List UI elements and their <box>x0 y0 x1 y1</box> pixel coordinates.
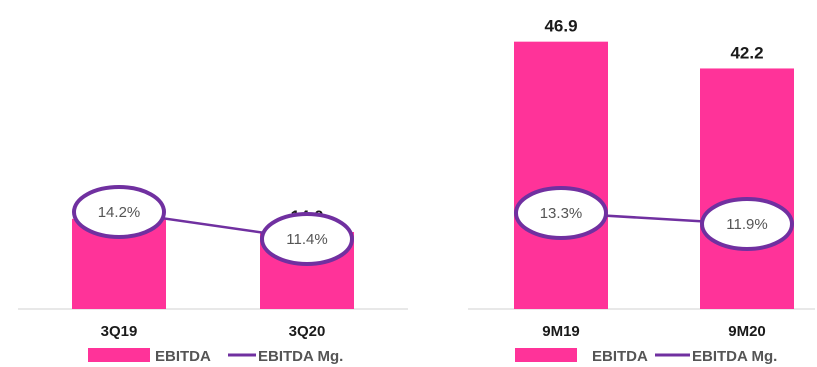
legend-swatch-ebitda <box>88 348 150 362</box>
legend-label-ebitda: EBITDA <box>592 348 648 365</box>
legend-label-margin: EBITDA Mg. <box>258 348 343 365</box>
chart-panel-2: 46.9 42.2 9M19 9M20 13.3% 11.9% EBITDA EBITDA M… <box>468 17 815 365</box>
bar-9m19 <box>514 41 608 310</box>
legend-label-ebitda: EBITDA <box>155 348 211 365</box>
legend-label-margin: EBITDA Mg. <box>692 348 777 365</box>
x-tick-label: 9M19 <box>542 323 580 340</box>
legend: EBITDA EBITDA Mg. <box>88 348 343 365</box>
legend-swatch-ebitda <box>515 348 577 362</box>
margin-point <box>514 186 608 240</box>
margin-data-label: 14.2% <box>98 204 141 221</box>
margin-data-label: 13.3% <box>540 205 583 222</box>
margin-data-label: 11.4% <box>286 231 327 248</box>
bar-value-label: 46.9 <box>544 17 577 36</box>
margin-point <box>260 212 354 266</box>
bar-9m20 <box>700 68 794 310</box>
margin-data-label: 11.9% <box>726 216 767 233</box>
x-tick-label: 3Q19 <box>101 323 138 340</box>
margin-point <box>700 197 794 251</box>
legend: EBITDA EBITDA Mg. <box>515 348 777 365</box>
margin-point <box>72 185 166 239</box>
x-tick-label: 9M20 <box>728 323 766 340</box>
bar-value-label: 42.2 <box>730 43 763 62</box>
x-tick-label: 3Q20 <box>289 323 326 340</box>
